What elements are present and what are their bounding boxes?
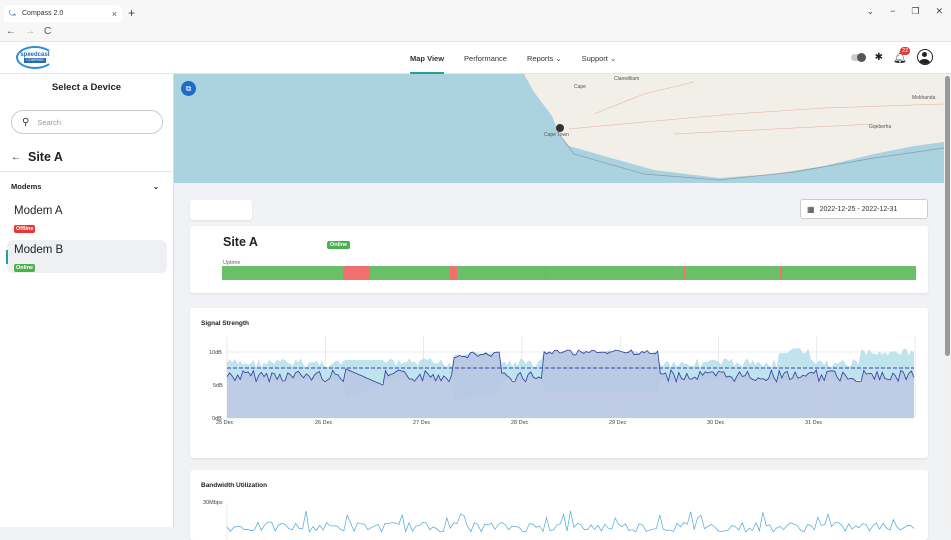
blank-card <box>190 200 252 220</box>
main-content: ▦ 2022-12-25 - 2022-12-31 Site A Online … <box>174 183 944 540</box>
user-avatar-icon[interactable] <box>917 49 933 65</box>
header-controls: ✱ 🔔︎ 22 <box>850 46 933 65</box>
y-tick-label: 0dB <box>212 416 222 422</box>
modem-name: Modem A <box>14 205 63 217</box>
bug-icon[interactable]: ✱ <box>874 51 884 63</box>
x-tick-label: 27 Dec <box>413 420 431 426</box>
nav-support[interactable]: Support ⌄ <box>581 53 617 63</box>
back-icon[interactable]: ← <box>6 26 16 37</box>
modem-list-item[interactable]: Modem A Offline <box>7 201 167 234</box>
reload-icon[interactable]: C <box>44 26 52 37</box>
minimize-button[interactable]: − <box>890 6 896 16</box>
bandwidth-chart-title: Bandwidth Utilization <box>201 482 268 489</box>
site-name: Site A <box>28 150 63 164</box>
speedcast-logo[interactable]: speedcast COMPASS <box>16 46 54 69</box>
map-label: Cape <box>574 84 586 90</box>
chevron-down-icon: ⌄ <box>152 182 159 191</box>
map-graphic <box>524 74 944 181</box>
signal-chart-plot <box>226 336 916 419</box>
nav-performance[interactable]: Performance <box>464 53 507 63</box>
status-badge: Offline <box>14 225 36 233</box>
browser-nav: ← → C <box>6 26 51 37</box>
x-tick-label: 26 Dec <box>315 420 333 426</box>
app-header: speedcast COMPASS Map View Performance R… <box>0 42 951 74</box>
downtime-segment <box>779 266 783 280</box>
browser-tab[interactable]: ⤿ Compass 2.0 × <box>4 5 122 22</box>
signal-strength-card: Signal Strength 10dB 5dB 0dB 25 Dec 26 D… <box>190 308 928 458</box>
notification-badge: 22 <box>900 46 911 55</box>
theme-toggle[interactable] <box>850 52 866 62</box>
y-tick-label: 30Mbps <box>203 500 223 506</box>
status-badge: Online <box>14 264 36 272</box>
notification-bell-icon[interactable]: 🔔︎ 22 <box>893 46 911 64</box>
map-label: Cape Town <box>544 132 569 138</box>
downtime-segment <box>450 266 458 280</box>
divider <box>0 171 173 172</box>
downtime-segment <box>544 266 547 280</box>
open-external-icon[interactable]: ⧉ <box>181 81 196 96</box>
main-nav: Map View Performance Reports ⌄ Support ⌄ <box>410 42 616 74</box>
calendar-icon: ▦ <box>807 204 815 214</box>
y-tick-label: 10dB <box>209 350 222 356</box>
bandwidth-chart-plot <box>226 503 915 540</box>
page-scrollbar[interactable] <box>944 74 951 527</box>
coast-lines <box>558 133 944 181</box>
signal-line <box>226 349 915 386</box>
nav-reports[interactable]: Reports ⌄ <box>526 53 562 63</box>
site-marker[interactable] <box>556 124 564 132</box>
map-label: Clanwilliam <box>614 76 640 82</box>
map-label: Mokhanda <box>912 95 936 101</box>
tab-title: Compass 2.0 <box>22 10 64 17</box>
modems-label: Modems <box>11 182 42 191</box>
modem-name: Modem B <box>14 244 64 256</box>
window-controls: ⌄ − ❐ ✕ <box>867 6 943 17</box>
bandwidth-card: Bandwidth Utilization 30Mbps <box>190 470 928 540</box>
close-window-button[interactable]: ✕ <box>935 6 943 16</box>
modems-section-toggle[interactable]: Modems ⌄ <box>11 182 159 191</box>
x-tick-label: 30 Dec <box>707 420 725 426</box>
device-search-input[interactable]: ⚲ Search <box>11 110 163 134</box>
signal-area <box>227 350 914 418</box>
site-title: Site A <box>223 235 258 249</box>
road-lines <box>568 81 944 135</box>
modem-list-item[interactable]: Modem B Online <box>6 240 167 273</box>
date-range-value: 2022-12-25 - 2022-12-31 <box>819 205 898 213</box>
new-tab-button[interactable]: + <box>128 6 136 20</box>
y-tick-label: 5dB <box>213 383 223 389</box>
status-badge: Online <box>327 241 351 249</box>
search-placeholder: Search <box>37 117 62 127</box>
maximize-button[interactable]: ❐ <box>911 6 920 16</box>
search-icon: ⚲ <box>22 116 30 128</box>
bandwidth-line <box>226 510 915 534</box>
map-label: Gqeberha <box>869 124 892 130</box>
tab-search-button[interactable]: ⌄ <box>866 6 875 16</box>
scrollbar-thumb[interactable] <box>945 76 950 356</box>
uptime-bar <box>222 266 916 280</box>
tab-close-icon[interactable]: × <box>111 8 117 19</box>
x-tick-label: 28 Dec <box>511 420 529 426</box>
compass-favicon-icon: ⤿ <box>9 9 16 18</box>
date-range-picker[interactable]: ▦ 2022-12-25 - 2022-12-31 <box>800 199 928 219</box>
back-arrow-icon: ← <box>11 151 21 163</box>
downtime-segment <box>342 266 370 280</box>
x-tick-label: 29 Dec <box>609 420 627 426</box>
x-tick-label: 31 Dec <box>805 420 823 426</box>
nav-map-view[interactable]: Map View <box>410 42 445 74</box>
x-tick-label: 25 Dec <box>216 420 234 426</box>
sidebar-heading: Select a Device <box>51 82 122 93</box>
site-summary-card: Site A Online Uptime <box>190 226 928 293</box>
browser-chrome: ⤿ Compass 2.0 × + ⌄ − ❐ ✕ ← → C <box>0 0 951 42</box>
site-back-link[interactable]: ← Site A <box>11 150 63 164</box>
map-view[interactable]: Cape Town Gqeberha Mokhanda Clanwilliam … <box>174 74 944 183</box>
downtime-segment <box>683 266 685 280</box>
signal-chart-title: Signal Strength <box>201 320 250 327</box>
device-sidebar: Select a Device ⚲ Search ← Site A Modems… <box>0 74 174 527</box>
logo-text: speedcast <box>20 52 50 58</box>
forward-icon[interactable]: → <box>25 26 35 37</box>
uptime-label: Uptime <box>223 260 241 266</box>
logo-subtext: COMPASS <box>24 58 46 63</box>
